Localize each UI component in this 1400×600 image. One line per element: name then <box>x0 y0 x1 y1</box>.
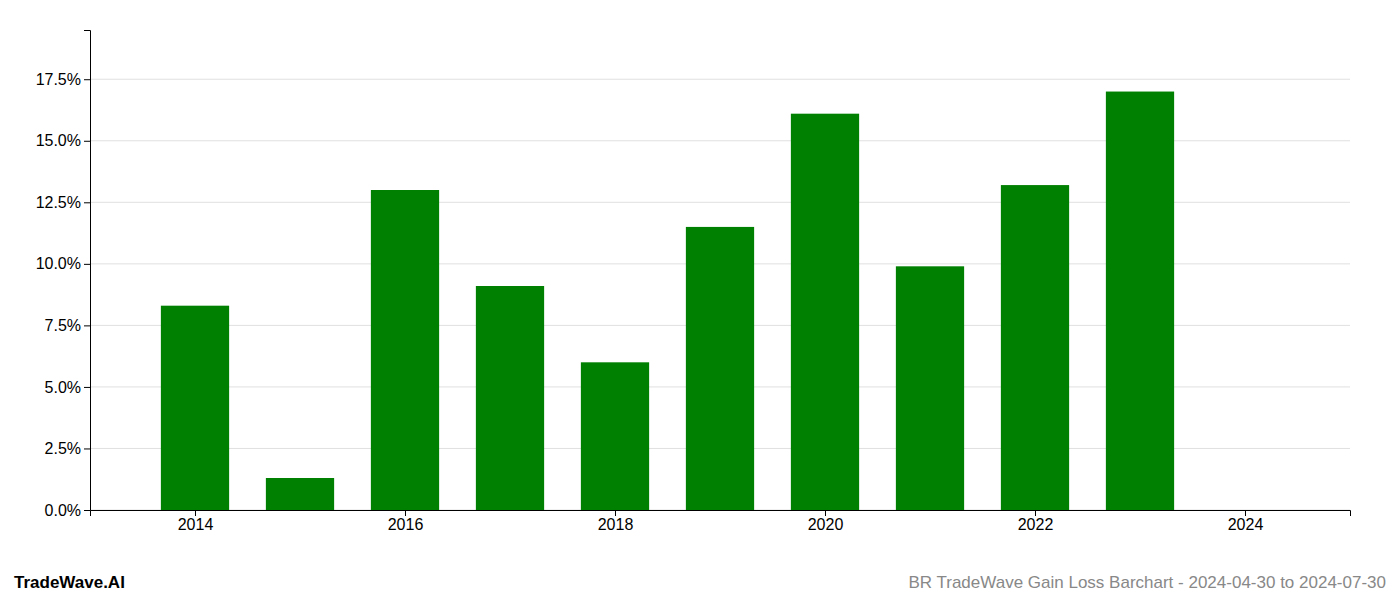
axis-line <box>91 511 1351 517</box>
tick-mark <box>615 510 616 516</box>
tick: 5.0% <box>45 379 90 396</box>
tick-mark <box>195 510 196 516</box>
bar <box>581 362 649 510</box>
plot-area <box>161 92 1174 510</box>
tick: 2014 <box>178 510 214 533</box>
tick-mark <box>84 264 90 265</box>
tick-mark <box>84 448 90 449</box>
tick-label: 2.5% <box>45 440 81 457</box>
tick-label: 2018 <box>598 516 634 533</box>
tick-label: 2016 <box>388 516 424 533</box>
tick: 17.5% <box>36 71 90 88</box>
x-axis: 2014 2016 2018 2020 2022 2024 <box>91 510 1351 533</box>
tick-label: 12.5% <box>36 194 81 211</box>
tick-mark <box>84 325 90 326</box>
tick-mark <box>84 79 90 80</box>
grid-line <box>90 79 1350 80</box>
tick: 2016 <box>388 510 424 533</box>
bar <box>161 306 229 510</box>
tick-label: 2020 <box>808 516 844 533</box>
tick-label: 17.5% <box>36 71 81 88</box>
chart-container: 2014 2016 2018 2020 2022 2024 0.0% 2.5% 5.0% 7.5%… <box>0 0 1400 600</box>
tick-mark <box>1035 510 1036 516</box>
grid <box>90 79 1350 510</box>
bar <box>686 227 754 510</box>
tick-mark <box>825 510 826 516</box>
bar <box>791 114 859 510</box>
y-axis: 0.0% 2.5% 5.0% 7.5% 10.0% 12.5% 15.0% 17.5% <box>36 31 91 519</box>
tick: 2020 <box>808 510 844 533</box>
tick-label: 2022 <box>1018 516 1054 533</box>
tick-label: 2014 <box>178 516 214 533</box>
tick-mark <box>1245 510 1246 516</box>
tick: 2.5% <box>45 440 90 457</box>
annotations: TradeWave.AI BR TradeWave Gain Loss Barch… <box>14 573 1386 592</box>
bar <box>1001 185 1069 510</box>
tick: 2024 <box>1228 510 1264 533</box>
footer-right: BR TradeWave Gain Loss Barchart - 2024-0… <box>908 573 1386 592</box>
tick-label: 7.5% <box>45 317 81 334</box>
tick-mark <box>405 510 406 516</box>
tick-mark <box>84 141 90 142</box>
tick-label: 0.0% <box>45 502 81 519</box>
tick: 2018 <box>598 510 634 533</box>
bar <box>896 266 964 510</box>
tick: 2022 <box>1018 510 1054 533</box>
bar <box>1106 92 1174 510</box>
bar <box>476 286 544 510</box>
tick-mark <box>84 202 90 203</box>
bar <box>266 478 334 510</box>
bar <box>371 190 439 510</box>
tick: 0.0% <box>45 502 90 519</box>
tick-label: 2024 <box>1228 516 1264 533</box>
footer-left: TradeWave.AI <box>14 573 125 592</box>
tick-label: 5.0% <box>45 379 81 396</box>
tick-label: 15.0% <box>36 132 81 149</box>
tick: 10.0% <box>36 255 90 272</box>
chart-svg: 2014 2016 2018 2020 2022 2024 0.0% 2.5% 5.0% 7.5%… <box>0 0 1400 600</box>
tick: 12.5% <box>36 194 90 211</box>
tick: 7.5% <box>45 317 90 334</box>
axis-line <box>84 31 91 511</box>
tick-label: 10.0% <box>36 255 81 272</box>
tick: 15.0% <box>36 132 90 149</box>
tick-mark <box>84 387 90 388</box>
tick-mark <box>84 510 90 511</box>
